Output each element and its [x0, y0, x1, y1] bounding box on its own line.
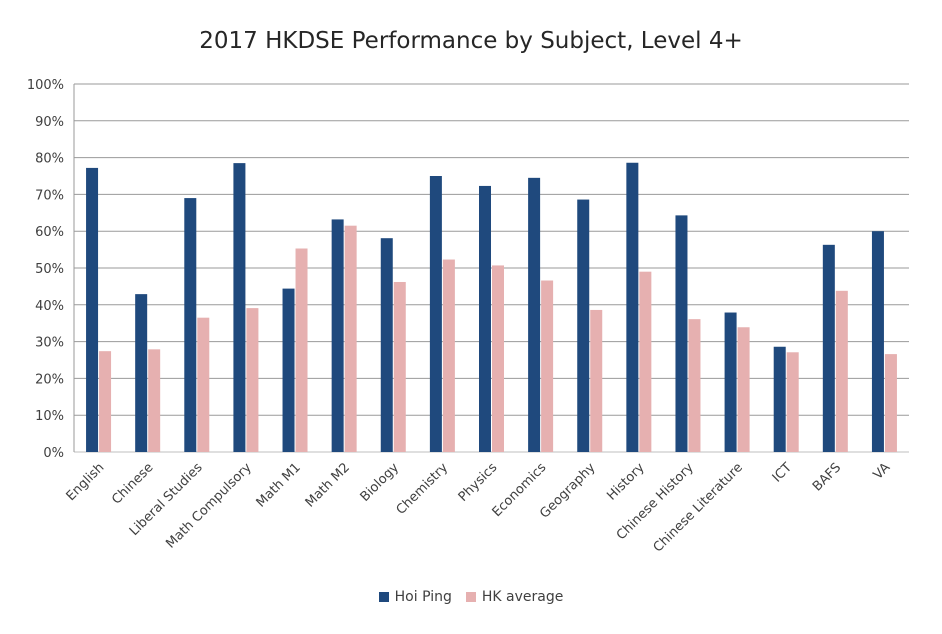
bar-hoi-ping	[380, 238, 393, 452]
y-tick-label: 80%	[35, 152, 64, 167]
bar-hk-average	[246, 308, 259, 452]
x-tick-label: Chinese Literature	[651, 460, 746, 555]
y-tick-label: 50%	[35, 262, 64, 277]
x-tick-label: VA	[871, 460, 894, 483]
bar-hk-average	[737, 327, 750, 452]
bar-hk-average	[442, 259, 455, 452]
y-tick-label: 90%	[35, 115, 64, 130]
y-tick-label: 30%	[35, 336, 64, 351]
bar-hoi-ping	[282, 288, 295, 452]
bar-hk-average	[590, 309, 603, 452]
bar-hoi-ping	[871, 231, 884, 452]
bar-hk-average	[639, 271, 652, 452]
bar-hk-average	[835, 290, 848, 452]
x-tick-label: Chemistry	[394, 460, 452, 518]
bar-hoi-ping	[528, 177, 541, 452]
y-tick-label: 20%	[35, 372, 64, 387]
bar-hk-average	[492, 265, 504, 452]
y-tick-label: 60%	[35, 225, 64, 240]
x-tick-label: Physics	[456, 460, 501, 505]
bar-hoi-ping	[331, 219, 344, 452]
y-tick-label: 0%	[43, 446, 64, 461]
bar-hk-average	[295, 248, 308, 452]
x-tick-label: Math M2	[303, 460, 353, 510]
x-tick-label: Biology	[358, 460, 403, 505]
bar-hk-average	[884, 354, 897, 452]
bar-hoi-ping	[479, 185, 491, 452]
bar-hoi-ping	[429, 176, 442, 452]
bar-hk-average	[344, 225, 357, 452]
x-tick-label: BAFS	[810, 460, 844, 494]
bar-hoi-ping	[184, 198, 197, 452]
legend: Hoi Ping HK average	[0, 589, 942, 605]
bar-hk-average	[197, 317, 210, 452]
legend-item-hoi-ping: Hoi Ping	[378, 589, 452, 605]
legend-swatch-hk-average	[465, 592, 476, 602]
legend-label-hoi-ping: Hoi Ping	[394, 589, 452, 605]
bar-hoi-ping	[724, 312, 737, 452]
bar-hoi-ping	[822, 244, 835, 452]
bar-hoi-ping	[675, 215, 688, 452]
chart-title: 2017 HKDSE Performance by Subject, Level…	[199, 28, 743, 54]
bar-hk-average	[541, 280, 554, 452]
x-tick-label: Math M1	[254, 460, 304, 510]
y-tick-label: 100%	[27, 78, 64, 93]
bar-hk-average	[393, 281, 406, 452]
bar-hoi-ping	[86, 167, 99, 453]
bar-hk-average	[688, 319, 701, 452]
bar-hk-average	[148, 349, 161, 452]
legend-label-hk-average: HK average	[481, 589, 564, 605]
x-tick-label: English	[64, 460, 108, 504]
y-tick-label: 10%	[35, 409, 64, 424]
bar-hoi-ping	[773, 346, 786, 452]
bar-hk-average	[786, 352, 799, 452]
legend-swatch-hoi-ping	[378, 592, 389, 602]
x-tick-label: History	[604, 460, 648, 504]
x-tick-label: Math Compulsory	[163, 460, 255, 552]
bar-hoi-ping	[626, 162, 639, 452]
bar-hoi-ping	[135, 294, 148, 452]
legend-item-hk-average: HK average	[465, 589, 564, 605]
bar-hoi-ping	[233, 163, 246, 452]
y-tick-label: 70%	[35, 188, 64, 203]
x-tick-label: ICT	[770, 460, 795, 485]
bar-hoi-ping	[577, 199, 590, 452]
bar-hk-average	[99, 351, 112, 452]
y-tick-label: 40%	[35, 299, 64, 314]
x-tick-label: Chinese	[109, 460, 156, 507]
